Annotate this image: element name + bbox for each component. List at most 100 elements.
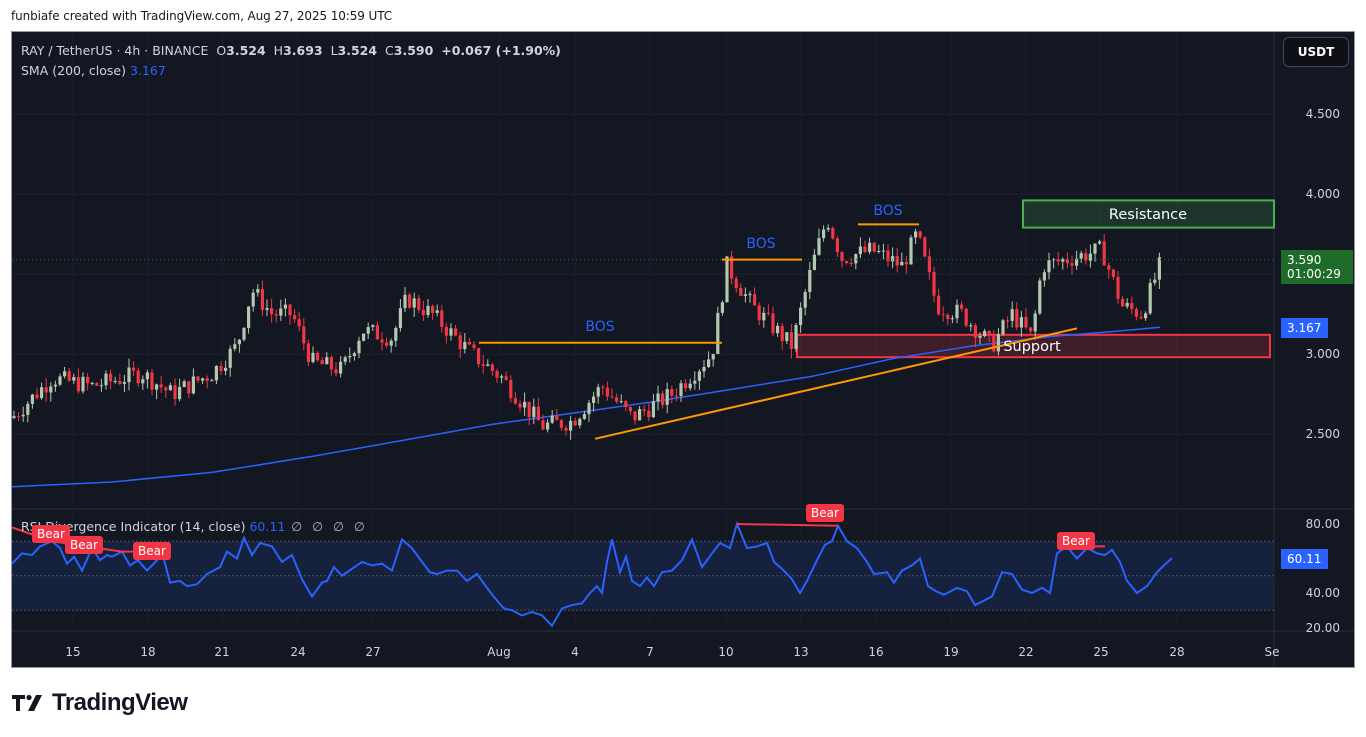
bear-candle <box>766 312 770 314</box>
bear-candle <box>730 256 734 279</box>
bull-candle <box>256 289 260 293</box>
open-label: O <box>216 43 227 58</box>
bear-candle <box>780 325 784 342</box>
bull-candle <box>394 328 398 341</box>
bear-candle <box>297 319 301 327</box>
bear-candle <box>454 328 458 336</box>
bear-divergence-tag: Bear <box>32 525 70 543</box>
bull-candle <box>1038 280 1042 314</box>
bear-candle <box>601 387 605 389</box>
support-label: Support <box>1003 339 1061 355</box>
bull-candle <box>532 406 536 418</box>
currency-button[interactable]: USDT <box>1283 37 1349 67</box>
bear-candle <box>477 348 481 365</box>
bear-candle <box>771 313 775 334</box>
bear-divergence-tag: Bear <box>806 504 844 522</box>
bear-candle <box>661 393 665 405</box>
bull-candle <box>858 246 862 255</box>
bear-candle <box>302 326 306 344</box>
rsi-tick: 80.00 <box>1305 517 1340 531</box>
chart-canvas[interactable] <box>12 32 1355 668</box>
change-value: +0.067 (+1.90%) <box>441 43 561 58</box>
bear-divergence-line <box>736 523 839 527</box>
time-tick: 22 <box>1018 645 1034 659</box>
chart-frame[interactable]: RAY / TetherUS · 4h · BINANCE O3.524 H3.… <box>11 31 1355 668</box>
bull-candle <box>1001 320 1005 335</box>
bear-candle <box>918 231 922 238</box>
bull-candle <box>587 402 591 415</box>
bear-candle <box>490 364 494 372</box>
bear-candle <box>960 304 964 309</box>
bear-candle <box>564 427 568 431</box>
bull-candle <box>776 325 780 334</box>
bull-candle <box>500 376 504 378</box>
close-label: C <box>385 43 394 58</box>
bull-candle <box>72 377 76 381</box>
bear-candle <box>1070 263 1074 266</box>
bear-candle <box>605 387 609 397</box>
bull-candle <box>638 409 642 421</box>
time-tick: 10 <box>718 645 734 659</box>
bull-candle <box>1042 272 1046 281</box>
rsi-legend[interactable]: RSI Divergence Indicator (14, close) 60.1… <box>21 519 368 534</box>
rsi-line <box>12 520 1173 628</box>
bull-candle <box>697 371 701 381</box>
bear-candle <box>504 376 508 380</box>
bear-candle <box>385 342 389 346</box>
bull-candle <box>546 422 550 430</box>
bull-candle <box>891 256 895 262</box>
bear-candle <box>164 387 168 391</box>
bear-candle <box>684 383 688 389</box>
bear-candle <box>518 403 522 408</box>
bull-candle <box>996 334 1000 352</box>
bull-candle <box>90 383 94 385</box>
bos-label: BOS <box>746 236 776 252</box>
bull-candle <box>426 305 430 316</box>
bull-candle <box>1093 243 1097 254</box>
bear-candle <box>472 344 476 349</box>
bull-candle <box>155 384 159 390</box>
bear-candle <box>329 357 333 370</box>
bull-candle <box>803 292 807 308</box>
bull-candle <box>371 325 375 328</box>
bull-candle <box>881 250 885 252</box>
sma-row[interactable]: SMA (200, close) 3.167 <box>21 61 561 81</box>
bull-candle <box>178 386 182 400</box>
rsi-value-tag: 60.11 <box>1281 549 1328 569</box>
bear-candle <box>904 261 908 265</box>
bull-candle <box>279 308 283 316</box>
bull-candle <box>145 372 149 380</box>
bull-candle <box>104 373 108 386</box>
bear-candle <box>633 411 637 421</box>
symbol-title[interactable]: RAY / TetherUS · 4h · BINANCE <box>21 43 209 58</box>
rsi-label: RSI Divergence Indicator (14, close) <box>21 519 246 534</box>
time-tick: Aug <box>487 645 511 659</box>
chart-credit: funbiafe created with TradingView.com, A… <box>11 9 393 23</box>
low-value: 3.524 <box>337 43 378 58</box>
bear-candle <box>1130 302 1134 310</box>
ohlc-row: RAY / TetherUS · 4h · BINANCE O3.524 H3.… <box>21 41 561 61</box>
bull-candle <box>348 355 352 358</box>
resistance-label: Resistance <box>1108 207 1188 223</box>
price-tick: 2.500 <box>1305 427 1340 441</box>
bull-candle <box>311 352 315 362</box>
bear-candle <box>628 407 632 412</box>
bull-candle <box>237 339 241 345</box>
bull-candle <box>743 294 747 296</box>
bear-candle <box>444 326 448 336</box>
tradingview-logo[interactable]: TradingView <box>12 689 188 717</box>
bear-candle <box>923 237 927 257</box>
bear-candle <box>150 372 154 390</box>
bear-candle <box>831 227 835 239</box>
time-tick: Se <box>1264 645 1280 659</box>
bull-candle <box>49 386 53 393</box>
bear-candle <box>1056 259 1060 262</box>
trendline <box>594 327 1078 440</box>
bull-candle <box>486 364 490 366</box>
bear-candle <box>541 420 545 430</box>
time-tick: 24 <box>290 645 306 659</box>
high-label: H <box>273 43 284 58</box>
bull-candle <box>412 298 416 308</box>
bull-candle <box>679 383 683 396</box>
bear-candle <box>132 367 136 371</box>
